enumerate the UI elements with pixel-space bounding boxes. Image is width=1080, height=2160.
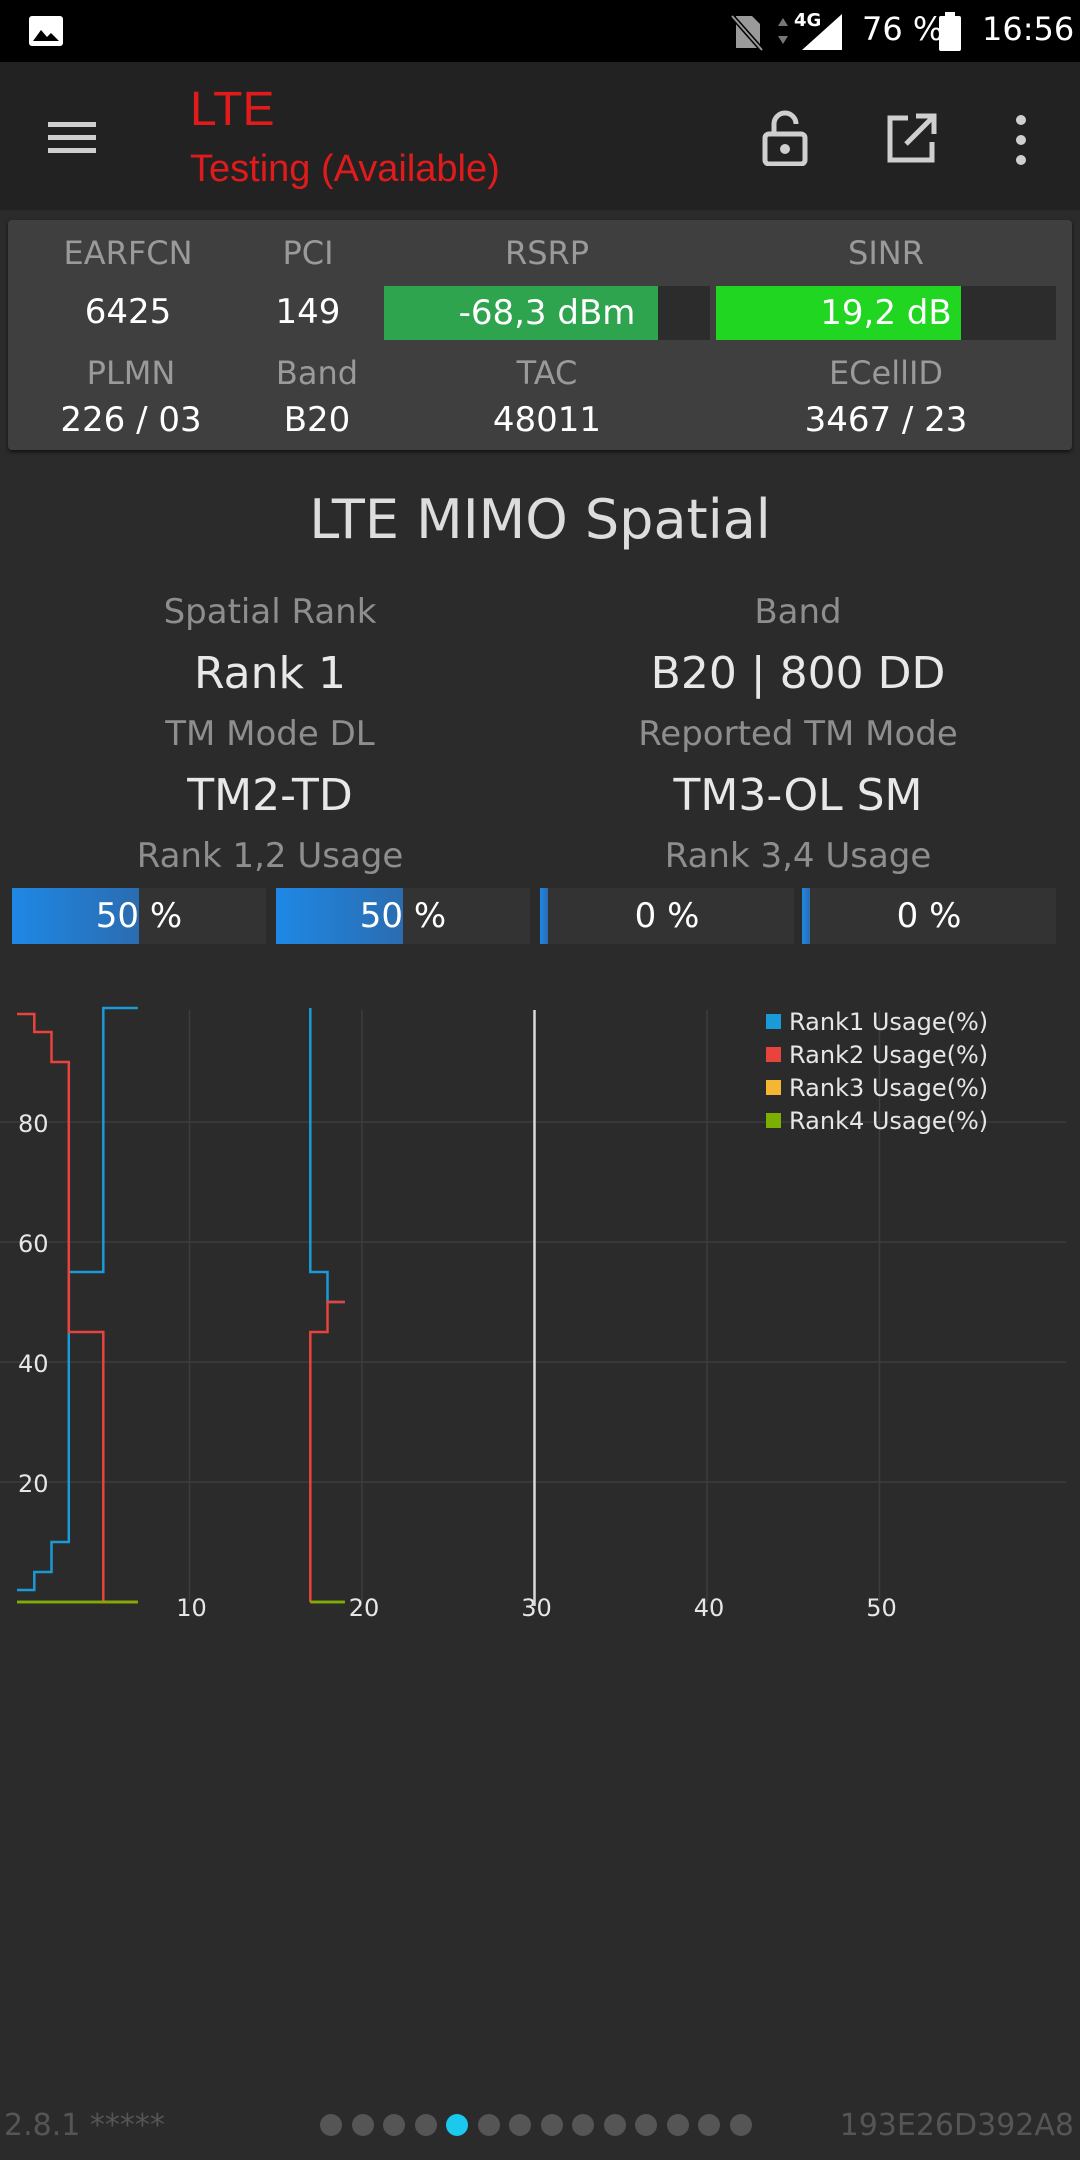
page-dot[interactable] [383,2114,405,2136]
network-type-label: 4G [794,10,822,31]
rank1-usage-value: 50 % [95,896,183,936]
no-sim-icon [730,14,764,52]
y-tick-label: 60 [18,1230,49,1258]
legend-swatch-rank2 [766,1047,781,1062]
mimo-band-value: B20 | 800 DD [650,648,946,699]
app-toolbar: LTE Testing (Available) [0,62,1080,210]
plmn-value: 226 / 03 [60,400,202,440]
series-line-rank1 [309,1008,345,1304]
y-tick-label: 40 [18,1350,49,1378]
page-dot[interactable] [729,2114,752,2136]
x-tick-label: 10 [176,1594,207,1622]
page-dot[interactable] [698,2114,720,2136]
battery-percent: 76 % [862,10,944,48]
legend-swatch-rank3 [766,1080,781,1095]
sinr-meter-fill [716,286,961,340]
y-tick-label: 20 [18,1470,49,1498]
legend-swatch-rank4 [766,1113,781,1128]
rsrp-value: -68,3 dBm [458,293,636,333]
ecellid-label: ECellID [828,354,944,392]
pci-label: PCI [282,234,334,272]
data-arrows-icon [778,18,788,44]
sinr-label: SINR [848,234,924,272]
sinr-value: 19,2 dB [820,293,952,333]
legend-label-rank4: Rank4 Usage(%) [789,1107,988,1135]
x-tick-label: 20 [349,1594,380,1622]
pci-value: 149 [275,292,341,332]
page-dot[interactable] [635,2114,657,2136]
page-dot[interactable] [320,2114,342,2136]
page-dot[interactable] [414,2114,437,2136]
page-dot[interactable] [666,2114,689,2136]
tm-mode-dl-value: TM2-TD [187,770,353,821]
rank4-usage-fill [802,888,810,944]
section-title: LTE MIMO Spatial [309,488,771,551]
page-dot[interactable] [509,2114,531,2136]
tm-mode-dl-label: TM Mode DL [165,714,375,754]
status-bar: 4G 76 % 16:56 [0,0,1080,62]
page-dot[interactable] [446,2114,468,2136]
rank2-usage-value: 50 % [359,896,447,936]
ecellid-value: 3467 / 23 [804,400,968,440]
toolbar-title: LTE [190,83,275,136]
rsrp-meter-fill [384,286,658,340]
page-dot[interactable] [351,2114,374,2136]
rank2-usage-fill [276,888,403,944]
rank3-usage-bar: 0 % [540,888,794,944]
rank1-usage-fill [12,888,139,944]
tac-value: 48011 [492,400,602,440]
rank4-usage-value: 0 % [896,896,962,936]
hamburger-menu-icon[interactable] [46,118,98,158]
earfcn-label: EARFCN [63,234,193,272]
x-tick-label: 40 [694,1594,725,1622]
rank34-usage-label: Rank 3,4 Usage [664,836,932,876]
reported-tm-value: TM3-OL SM [673,770,923,821]
rank4-usage-bar: 0 % [802,888,1056,944]
x-tick-label: 50 [866,1594,897,1622]
earfcn-value: 6425 [84,292,172,332]
band-value: B20 [283,400,351,440]
device-id: 193E26D392A8 [839,2108,1074,2143]
signal-strength-icon [802,14,842,50]
y-tick-label: 80 [18,1110,49,1138]
app-version: 2.8.1 ***** [4,2108,165,2143]
clock: 16:56 [982,10,1075,48]
page-dot[interactable] [572,2114,594,2136]
series-line-rank2 [17,1012,138,1604]
rsrp-label: RSRP [504,234,590,272]
series-line-rank2 [309,1300,345,1602]
cell-info-panel: EARFCN 6425 PCI 149 RSRP -68,3 dBm SINR … [8,220,1072,450]
rsrp-meter: -68,3 dBm [384,286,710,340]
more-options-icon[interactable] [1006,112,1036,168]
mimo-band-label: Band [754,592,842,632]
battery-icon [939,12,961,51]
page-dot[interactable] [540,2114,563,2136]
series-line-rank1 [17,1006,138,1592]
rank-usage-chart[interactable]: 20 40 60 80 10 20 30 40 50 Rank1 Usage(%) Rank2 Us… [0,990,1080,1630]
toolbar-subtitle: Testing (Available) [190,148,500,190]
rank3-usage-fill [540,888,548,944]
spatial-rank-label: Spatial Rank [163,592,377,632]
x-tick-label: 30 [521,1594,552,1622]
rank2-usage-bar: 50 % [276,888,530,944]
rank1-usage-bar: 50 % [12,888,266,944]
tac-label: TAC [516,354,578,392]
legend-label-rank2: Rank2 Usage(%) [789,1041,988,1069]
reported-tm-label: Reported TM Mode [638,714,958,754]
legend-label-rank1: Rank1 Usage(%) [789,1008,988,1036]
legend-label-rank3: Rank3 Usage(%) [789,1074,988,1102]
band-label: Band [275,354,359,392]
sinr-meter: 19,2 dB [716,286,1056,340]
unlock-icon[interactable] [760,110,810,166]
spatial-rank-value: Rank 1 [194,648,346,699]
plmn-label: PLMN [86,354,176,392]
page-dot[interactable] [603,2114,626,2136]
legend-swatch-rank1 [766,1014,781,1029]
rank3-usage-value: 0 % [634,896,700,936]
open-external-icon[interactable] [884,112,938,166]
image-notification-icon [29,16,63,46]
page-dot[interactable] [477,2114,500,2136]
rank12-usage-label: Rank 1,2 Usage [136,836,404,876]
